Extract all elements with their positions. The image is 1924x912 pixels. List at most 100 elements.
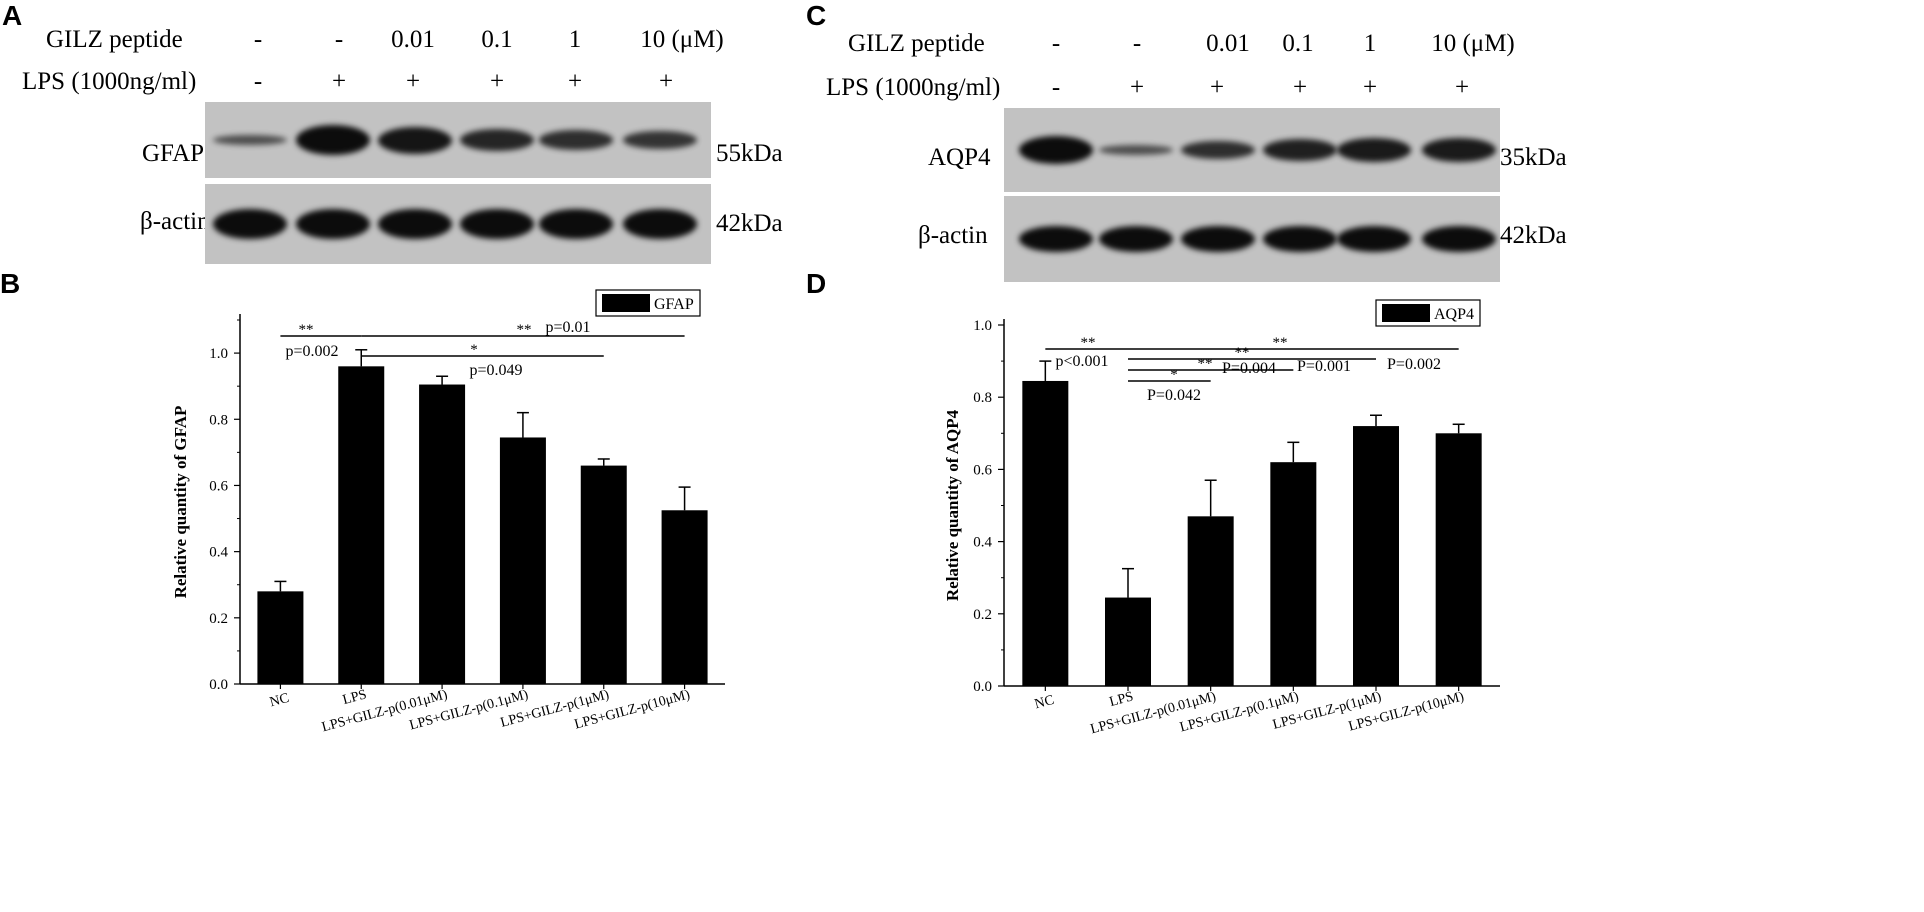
actin-blot-a <box>205 184 711 264</box>
panel-letter-d: D <box>806 268 827 299</box>
blot-band <box>1099 145 1173 155</box>
blot-band <box>296 209 370 239</box>
blot-band <box>1019 226 1093 252</box>
blot-band <box>1263 138 1337 162</box>
blot-band <box>378 126 452 154</box>
lps-value: + <box>405 68 421 95</box>
gfap-blot-label: GFAP <box>142 140 205 167</box>
lps-label: LPS (1000ng/ml) <box>22 68 197 95</box>
bar <box>1353 426 1399 686</box>
p-value-label: p<0.001 <box>1055 353 1108 370</box>
actin-kda-label-c: 42kDa <box>1500 222 1567 249</box>
bar <box>580 465 627 684</box>
lps-value: + <box>489 68 505 95</box>
blot-band <box>623 209 697 239</box>
gilz-peptide-label: GILZ peptide <box>848 30 985 57</box>
p-value-label: p=0.002 <box>285 343 338 360</box>
gilz-value: 1 <box>1363 30 1377 57</box>
gilz-value: - <box>1051 30 1061 57</box>
lps-value: + <box>1292 74 1308 101</box>
gilz-value: 0.01 <box>1206 30 1250 57</box>
significance-stars: ** <box>299 322 314 338</box>
legend-swatch <box>1382 304 1430 322</box>
lps-label: LPS (1000ng/ml) <box>826 74 1001 101</box>
lps-value: + <box>331 68 347 95</box>
lps-value: - <box>1051 74 1061 101</box>
lps-value: - <box>253 68 263 95</box>
aqp4-kda-label: 35kDa <box>1500 144 1567 171</box>
y-axis-label: Relative quantity of AQP4 <box>943 409 962 601</box>
significance-stars: * <box>470 342 478 358</box>
p-value-label: P=0.004 <box>1222 360 1276 377</box>
gilz-value: - <box>1132 30 1142 57</box>
blot-band <box>1422 226 1496 252</box>
blot-band <box>378 209 452 239</box>
p-value-label: P=0.042 <box>1147 387 1201 404</box>
actin-kda-label-a: 42kDa <box>716 210 783 237</box>
blot-band <box>213 209 287 239</box>
actin-blot-label-c: β-actin <box>918 222 988 249</box>
blot-band <box>1337 226 1411 252</box>
y-tick-label: 0.6 <box>973 462 992 478</box>
x-tick-label: LPS <box>341 687 368 708</box>
blot-band <box>539 209 613 239</box>
aqp4-blot-label: AQP4 <box>928 144 991 171</box>
y-axis-label: Relative quantity of GFAP <box>171 406 190 599</box>
gilz-value: 0.1 <box>481 26 513 53</box>
blot-band <box>1181 226 1255 252</box>
x-tick-label: LPS <box>1108 689 1135 710</box>
gfap-blot <box>205 102 711 178</box>
gilz-value: - <box>334 26 344 53</box>
blot-band <box>460 209 534 239</box>
p-value-label: P=0.001 <box>1297 358 1351 375</box>
lps-value: + <box>1362 74 1378 101</box>
aqp4-blot <box>1004 108 1500 192</box>
blot-band <box>623 131 697 149</box>
lps-value: + <box>1209 74 1225 101</box>
actin-blot-label-a: β-actin <box>140 208 210 235</box>
x-tick-label: NC <box>268 691 291 711</box>
panel-letter-a: A <box>2 0 23 31</box>
gilz-value: 10 (μM) <box>1431 30 1515 57</box>
legend-swatch <box>602 294 650 312</box>
p-value-label: p=0.049 <box>469 362 522 379</box>
y-tick-label: 0.0 <box>209 677 228 693</box>
p-value-label: p=0.01 <box>545 319 590 336</box>
bar <box>499 437 546 684</box>
y-tick-label: 0.0 <box>973 679 992 695</box>
lps-value: + <box>567 68 583 95</box>
significance-stars: ** <box>1273 335 1288 351</box>
significance-stars: ** <box>1198 356 1213 372</box>
gilz-value: 1 <box>568 26 582 53</box>
lps-value: + <box>658 68 674 95</box>
y-tick-label: 1.0 <box>209 346 228 362</box>
y-tick-label: 0.4 <box>973 535 992 551</box>
y-tick-label: 0.2 <box>973 607 992 623</box>
significance-stars: ** <box>1081 335 1096 351</box>
actin-blot-c <box>1004 196 1500 282</box>
gfap-kda-label: 55kDa <box>716 140 783 167</box>
blot-band <box>1263 226 1337 252</box>
panel-letter-c: C <box>806 0 827 31</box>
gilz-peptide-label: GILZ peptide <box>46 26 183 53</box>
y-tick-label: 0.8 <box>209 412 228 428</box>
bar <box>1105 597 1151 686</box>
lps-value: + <box>1454 74 1470 101</box>
bar <box>1435 433 1482 686</box>
y-tick-label: 1.0 <box>973 318 992 334</box>
x-tick-label: NC <box>1033 693 1056 713</box>
blot-band <box>460 128 534 152</box>
bar <box>661 510 708 684</box>
y-tick-label: 0.6 <box>209 478 228 494</box>
blot-band <box>1181 140 1255 160</box>
blot-band <box>296 125 370 155</box>
bar <box>1022 380 1069 686</box>
gilz-value: 10 (μM) <box>640 26 724 53</box>
blot-band <box>1099 226 1173 252</box>
gilz-value: 0.01 <box>391 26 435 53</box>
panel-letter-b: B <box>0 268 21 299</box>
y-tick-label: 0.8 <box>973 390 992 406</box>
y-tick-label: 0.4 <box>209 545 228 561</box>
blot-band <box>1337 138 1411 162</box>
